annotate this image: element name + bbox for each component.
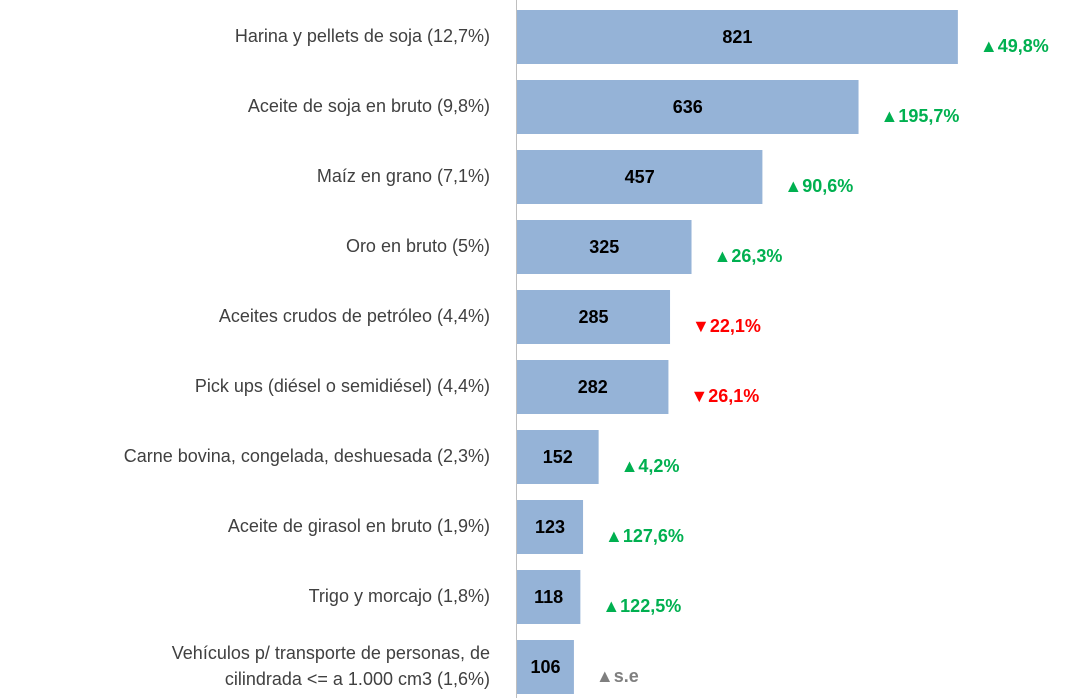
value-label: 285 <box>578 307 608 327</box>
category-label: Vehículos p/ transporte de personas, de c… <box>172 643 490 689</box>
change-label: ▲195,7% <box>881 106 960 126</box>
change-label: ▼26,1% <box>690 386 759 406</box>
category-label: Aceites crudos de petróleo (4,4%) <box>219 306 490 326</box>
bar <box>517 150 763 204</box>
change-label: ▲26,3% <box>714 246 783 266</box>
category-label: Aceite de soja en bruto (9,8%) <box>248 96 490 116</box>
value-label: 457 <box>625 167 655 187</box>
change-label: ▼22,1% <box>692 316 761 336</box>
bar <box>517 80 859 134</box>
category-label: Pick ups (diésel o semidiésel) (4,4%) <box>195 376 490 396</box>
value-label: 118 <box>534 587 563 607</box>
category-label: Maíz en grano (7,1%) <box>317 166 490 186</box>
bar <box>517 570 581 624</box>
bar <box>517 430 599 484</box>
change-label: ▲90,6% <box>784 176 853 196</box>
bar <box>517 290 671 344</box>
bar <box>517 360 669 414</box>
value-label: 152 <box>543 447 573 467</box>
value-label: 821 <box>722 27 752 47</box>
bar <box>517 220 692 274</box>
bar <box>517 640 574 694</box>
change-label: ▲122,5% <box>602 596 681 616</box>
change-label: ▲127,6% <box>605 526 684 546</box>
value-label: 282 <box>578 377 608 397</box>
value-label: 106 <box>530 657 560 677</box>
change-label: ▲4,2% <box>621 456 680 476</box>
category-label: Aceite de girasol en bruto (1,9%) <box>228 516 490 536</box>
category-label: Harina y pellets de soja (12,7%) <box>235 26 490 46</box>
category-label: Carne bovina, congelada, deshuesada (2,3… <box>124 446 490 466</box>
value-label: 123 <box>535 517 565 537</box>
category-label: Trigo y morcajo (1,8%) <box>309 586 490 606</box>
change-label: ▲s.e <box>596 666 639 686</box>
value-label: 325 <box>589 237 619 257</box>
category-label: Oro en bruto (5%) <box>346 236 490 256</box>
bar <box>517 500 584 554</box>
bar <box>517 10 958 64</box>
value-label: 636 <box>673 97 703 117</box>
change-label: ▲49,8% <box>980 36 1049 56</box>
